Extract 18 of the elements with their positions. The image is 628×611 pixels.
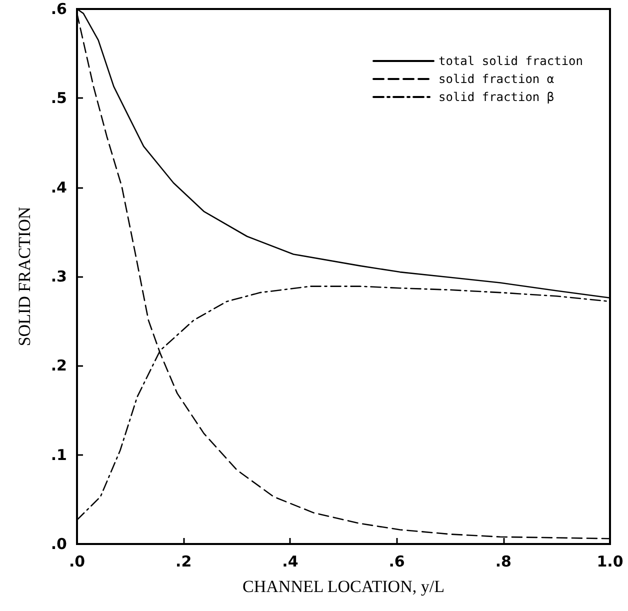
x-tick-label: .6 (388, 552, 405, 570)
y-tick-label: .5 (50, 89, 67, 108)
y-tick-label: .3 (50, 268, 67, 286)
y-tick-label: .4 (50, 178, 67, 196)
x-tick-label: .4 (282, 552, 298, 570)
y-tick-label: .1 (50, 446, 67, 464)
legend-label: total solid fraction (438, 54, 584, 68)
y-tick-label: .0 (50, 535, 67, 553)
y-tick-label: .6 (50, 0, 67, 18)
x-tick-label: .2 (176, 552, 192, 570)
y-axis-title: SOLID FRACTION (15, 206, 34, 346)
x-tick-label: .0 (68, 552, 86, 570)
x-tick-label: .8 (495, 552, 512, 570)
x-axis-title: CHANNEL LOCATION, y/L (242, 577, 444, 596)
legend-label: solid fraction β (438, 90, 554, 104)
x-tick-label: 1.0 (596, 552, 624, 570)
y-tick-label: .2 (50, 356, 67, 375)
legend-label: solid fraction α (438, 72, 554, 86)
